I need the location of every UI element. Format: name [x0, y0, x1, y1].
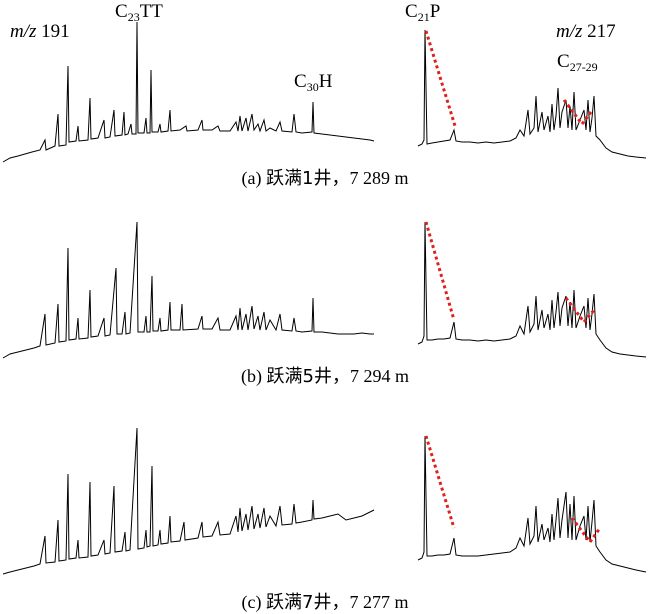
c23-sub: 23: [127, 10, 140, 24]
panel-a-c27-marker: [562, 99, 584, 125]
panel-c-c29-marker: [588, 527, 602, 543]
c21-rest: P: [429, 1, 441, 22]
panel-a-well: 跃满1井: [266, 168, 332, 189]
panel-a-depth: ，7 289 m: [331, 168, 409, 188]
c23tt-label: C23TT: [115, 2, 163, 23]
c23-rest: TT: [139, 1, 163, 22]
panel-c-c21-marker: [424, 435, 456, 529]
panel-c-caption: (c) 跃满7井，7 277 m: [0, 588, 650, 614]
c30-sub: 30: [306, 80, 319, 94]
panel-b-depth: ，7 294 m: [331, 366, 409, 386]
c23-base: C: [115, 1, 128, 22]
panel-c-c27-marker: [570, 517, 592, 543]
c30-base: C: [294, 71, 307, 92]
panel-a-mz217-path: [417, 29, 647, 159]
c30h-label: C30H: [294, 72, 332, 93]
c2729-sub: 27-29: [569, 60, 598, 74]
panel-a-c29-marker: [580, 111, 593, 125]
panel-b-mz191-path: [2, 221, 374, 359]
c21-sub: 21: [417, 10, 430, 24]
panel-c-well: 跃满7井: [266, 592, 332, 613]
mz191-italic: m/z: [10, 21, 37, 42]
panel-a-tag: (a): [241, 168, 262, 188]
mz191-value: 191: [41, 21, 70, 42]
panel-c-mz191-path: [2, 427, 375, 575]
c2729-base: C: [557, 51, 570, 72]
c21p-label: C21P: [405, 2, 440, 23]
panel-b-c29-marker: [582, 309, 596, 323]
panel-b-tag: (b): [241, 366, 263, 386]
panel-a-caption: (a) 跃满1井，7 289 m: [0, 164, 650, 190]
panel-b-c27-marker: [564, 297, 586, 323]
c30-rest: H: [318, 71, 333, 92]
panel-a-c21-marker: [424, 30, 457, 127]
c2729-label: C27-29: [557, 52, 598, 73]
mz217-italic: m/z: [556, 21, 583, 42]
mz191-label: m/z 191: [10, 22, 70, 41]
panel-a-mz191-path: [2, 21, 375, 163]
panel-b-c21-marker: [424, 221, 456, 321]
mz217-label: m/z 217: [556, 22, 616, 41]
panel-c-tag: (c): [241, 592, 262, 612]
c21-base: C: [405, 1, 418, 22]
panel-c-mz217-path: [417, 435, 647, 573]
panel-b-mz217-path: [417, 221, 647, 358]
panel-b-well: 跃满5井: [266, 366, 332, 387]
panel-c-depth: ，7 277 m: [331, 592, 409, 612]
mz217-value: 217: [587, 21, 616, 42]
panel-b-caption: (b) 跃满5井，7 294 m: [0, 362, 650, 388]
